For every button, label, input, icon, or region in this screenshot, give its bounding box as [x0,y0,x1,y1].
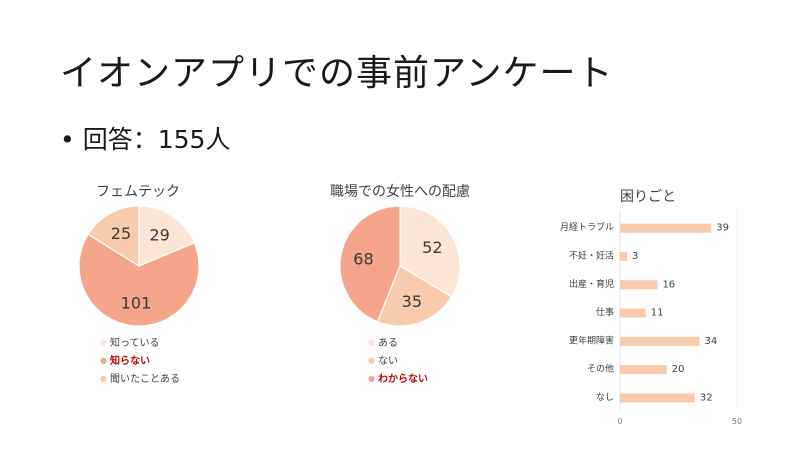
legend-marker: ● [100,356,107,365]
category-label: その他 [587,363,614,375]
pie-value-label: 68 [353,249,373,268]
bar-value-label: 11 [651,308,664,319]
pie-slice [87,205,140,268]
bar [620,393,695,403]
category-label: 月経トラブル [560,221,614,233]
bar [620,365,667,375]
category-label: 仕事 [596,306,614,318]
legend-label: わからない [377,374,428,385]
legend-label: 知らない [109,356,150,367]
bar-value-label: 39 [716,223,729,234]
legend-marker: ● [368,374,375,383]
bar-value-label: 20 [672,364,685,375]
legend-item: ● ある [368,334,428,352]
category-label: 更年期障害 [569,334,614,346]
legend-item: ● 聞いたことある [100,370,180,388]
legend-item: ● 知らない [100,352,180,370]
legend-marker: ● [368,356,375,365]
bar-value-label: 32 [700,392,713,403]
slide-title: イオンアプリでの事前アンケート [60,53,614,94]
femtech-chart-title: フェムテック [96,184,180,200]
x-tick-label: 50 [732,417,742,426]
bar-value-label: 16 [662,279,675,290]
respondent-count: • 回答：155人 [60,120,230,156]
troubles-bar-chart: 月経トラブル 39 不妊・妊活 3 出産・育児 16 仕事 11 更年期障害 34 その他 20 なし 3… [560,210,742,426]
troubles-chart-title: 困りごと [620,189,676,205]
bar-value-label: 3 [632,251,638,262]
category-label: 不妊・妊活 [569,249,614,261]
pie-value-label: 25 [111,224,131,243]
legend-label: 知っている [109,338,160,349]
workplace-chart-title: 職場での女性への配慮 [330,184,470,200]
pie-slice [78,233,200,327]
legend-label: ある [377,338,398,349]
legend-item: ● わからない [368,370,428,388]
pie-slice [138,205,196,267]
legend-label: 聞いたことある [109,374,180,385]
bar [620,308,646,318]
workplace-pie-chart: 52 35 68 [339,205,461,327]
category-label: なし [596,392,614,403]
bar-value-label: 34 [705,336,718,347]
legend-marker: ● [100,338,107,347]
pie-value-label: 29 [149,226,169,245]
category-label: 出産・育児 [569,278,614,290]
x-tick-label: 0 [617,417,622,426]
femtech-pie-chart: 29 101 25 [78,205,200,327]
legend-item: ● 知っている [100,334,180,352]
legend-item: ● ない [368,352,428,370]
bar [620,336,700,346]
pie-slice [339,205,401,323]
bar [620,223,712,233]
pie-value-label: 101 [121,294,152,313]
bullet-point: • [60,125,75,154]
bar [620,280,658,290]
bar [620,251,628,261]
workplace-legend: ● ある ● ない ● わからない [368,334,428,388]
pie-value-label: 35 [402,292,422,311]
pie-value-label: 52 [422,238,442,257]
respondent-count-text: 回答：155人 [82,125,231,154]
pie-slice [376,265,453,327]
pie-slice [399,205,461,298]
legend-label: ない [377,356,398,367]
femtech-legend: ● 知っている ● 知らない ● 聞いたことある [100,334,180,388]
legend-marker: ● [100,374,107,383]
legend-marker: ● [368,338,375,347]
